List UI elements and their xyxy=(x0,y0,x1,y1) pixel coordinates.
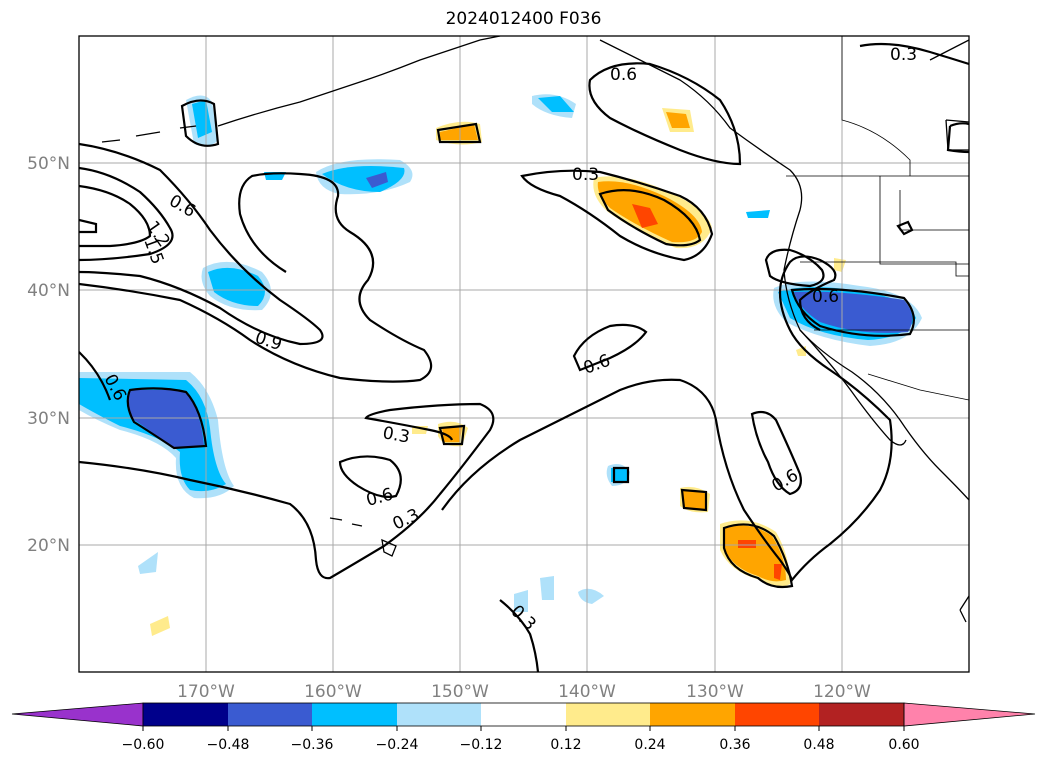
lon-label: 130°W xyxy=(686,682,744,702)
colorbar-segment xyxy=(312,703,397,726)
colorbar-min-arrow xyxy=(11,702,144,727)
neg-anomaly-region xyxy=(578,588,604,604)
neg-anomaly-region xyxy=(538,96,574,112)
shading-layer xyxy=(79,94,922,636)
political-borders xyxy=(786,36,969,401)
contour-label: 0.3 xyxy=(381,423,411,447)
colorbar-tick-label: 0.12 xyxy=(550,737,581,753)
contour-label: 0.3 xyxy=(890,45,917,65)
map-area: 0.3 0.6 0.3 0.6 1.2 1.5 0.9 0.6 0.6 0.3 … xyxy=(79,36,969,672)
lat-label: 50°N xyxy=(27,154,70,174)
neg-anomaly-region xyxy=(138,552,158,574)
lat-label: 20°N xyxy=(27,536,70,556)
contour-label: 0.6 xyxy=(610,65,637,85)
contour-label: 0.9 xyxy=(252,328,284,355)
colorbar-tick-label: −0.60 xyxy=(122,737,165,753)
pos-anomaly-region xyxy=(774,564,782,580)
pos-anomaly-region xyxy=(682,490,706,510)
lon-label: 160°W xyxy=(304,682,362,702)
pos-anomaly-region xyxy=(150,616,170,636)
colorbar-tick-label: 0.36 xyxy=(719,737,750,753)
lat-label: 30°N xyxy=(27,409,70,429)
colorbar-tick-label: 0.48 xyxy=(803,737,834,753)
neg-anomaly-region xyxy=(514,590,528,612)
contour-label: 0.6 xyxy=(364,485,395,511)
colorbar-segment xyxy=(650,703,735,726)
map-frame xyxy=(78,35,970,673)
colorbar-tick-label: −0.48 xyxy=(207,737,250,753)
contour-label: 0.3 xyxy=(390,505,423,535)
pos-anomaly-region xyxy=(738,540,756,548)
lon-label: 140°W xyxy=(558,682,616,702)
colorbar-tick-label: 0.24 xyxy=(634,737,665,753)
pos-anomaly-region xyxy=(834,258,846,272)
neg-anomaly-region xyxy=(127,390,204,448)
map-title: 2024012400 F036 xyxy=(445,9,602,29)
colorbar-ticks xyxy=(142,726,905,731)
contour-label: 0.6 xyxy=(166,191,199,222)
colorbar-segment xyxy=(143,703,228,726)
contour-label: 0.6 xyxy=(812,287,839,307)
colorbar-tick-label: 0.60 xyxy=(888,737,919,753)
lon-label: 120°W xyxy=(813,682,871,702)
pos-anomaly-region xyxy=(632,204,658,228)
colorbar-tick-label: −0.36 xyxy=(291,737,334,753)
coastlines xyxy=(101,36,969,623)
lon-label: 170°W xyxy=(177,682,235,702)
pos-anomaly-region xyxy=(440,124,478,140)
neg-anomaly-region xyxy=(208,267,265,306)
contour-label: 0.3 xyxy=(506,601,539,634)
colorbar-segment xyxy=(481,703,566,726)
contour-labels: 0.3 0.6 0.3 0.6 1.2 1.5 0.9 0.6 0.6 0.3 … xyxy=(100,45,917,635)
neg-anomaly-region xyxy=(540,576,554,600)
colorbar: −0.60 −0.48 −0.36 −0.24 −0.12 0.12 0.24 … xyxy=(11,702,1036,753)
contour-lines xyxy=(79,42,969,672)
lon-label: 150°W xyxy=(431,682,489,702)
neg-anomaly-region xyxy=(746,210,770,218)
pos-anomaly-region xyxy=(724,525,786,582)
colorbar-segment xyxy=(228,703,312,726)
neg-anomaly-region xyxy=(322,166,405,192)
latitude-labels: 50°N 40°N 30°N 20°N xyxy=(27,154,70,556)
pos-anomaly-region xyxy=(666,112,690,128)
colorbar-frame xyxy=(142,702,905,727)
contour-label: 0.6 xyxy=(581,351,613,379)
colorbar-tick-label: −0.24 xyxy=(376,737,419,753)
neg-anomaly-region xyxy=(366,172,388,188)
colorbar-segment xyxy=(735,703,819,726)
neg-anomaly-region xyxy=(192,100,212,138)
colorbar-segment xyxy=(819,703,904,726)
longitude-labels: 170°W 160°W 150°W 140°W 130°W 120°W xyxy=(177,682,871,702)
pos-anomaly-region xyxy=(442,426,462,442)
lat-label: 40°N xyxy=(27,281,70,301)
contour-label: 0.3 xyxy=(572,165,599,185)
colorbar-segment xyxy=(397,703,481,726)
neg-anomaly-region xyxy=(794,291,913,333)
colorbar-tick-label: −0.12 xyxy=(460,737,503,753)
colorbar-segment xyxy=(566,703,650,726)
colorbar-max-arrow xyxy=(903,702,1036,727)
